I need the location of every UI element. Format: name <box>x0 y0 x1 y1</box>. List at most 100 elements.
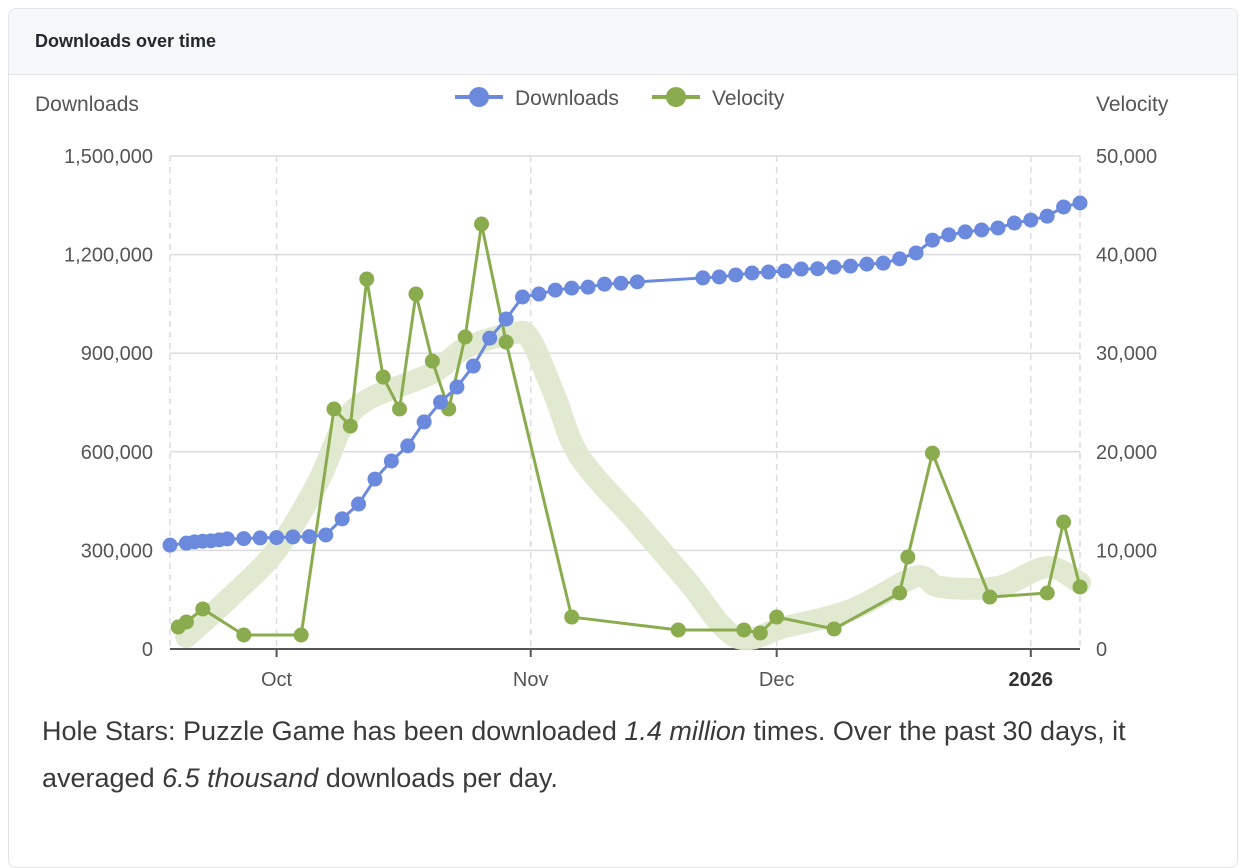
velocity-point <box>1072 579 1088 595</box>
downloads-point <box>498 311 514 327</box>
legend-velocity-label: Velocity <box>712 87 785 110</box>
downloads-point <box>301 529 317 545</box>
downloads-point <box>318 527 334 543</box>
card-header: Downloads over time <box>9 9 1237 75</box>
downloads-point <box>826 259 842 275</box>
velocity-point <box>1056 514 1072 530</box>
velocity-point <box>195 601 211 617</box>
summary-caption: Hole Stars: Puzzle Game has been downloa… <box>42 708 1222 802</box>
velocity-point <box>326 401 342 417</box>
downloads-point <box>449 379 465 395</box>
y-axis-title: Downloads <box>35 93 139 116</box>
downloads-point <box>252 530 268 546</box>
downloads-point <box>728 267 744 283</box>
y2-tick-label: 10,000 <box>1096 540 1157 562</box>
velocity-point <box>178 614 194 630</box>
velocity-point <box>900 549 916 565</box>
downloads-point <box>351 496 367 512</box>
downloads-point <box>695 270 711 286</box>
velocity-point <box>752 625 768 641</box>
y2-tick-label: 20,000 <box>1096 442 1157 464</box>
velocity-point <box>293 627 309 643</box>
velocity-point <box>392 401 408 417</box>
downloads-point <box>842 258 858 274</box>
y2-tick-label: 30,000 <box>1096 343 1157 365</box>
velocity-trend-band <box>175 320 1091 651</box>
downloads-point <box>711 269 727 285</box>
velocity-point <box>457 329 473 345</box>
downloads-point <box>285 529 301 545</box>
legend-downloads-marker <box>469 87 489 107</box>
legend-velocity-marker <box>666 87 686 107</box>
downloads-point <box>957 224 973 240</box>
card-title: Downloads over time <box>35 31 217 51</box>
downloads-point <box>482 330 498 346</box>
downloads-point <box>974 222 990 238</box>
downloads-point <box>924 232 940 248</box>
downloads-point <box>236 531 252 547</box>
downloads-point <box>597 276 613 292</box>
downloads-point <box>1056 199 1072 215</box>
downloads-point <box>547 282 563 298</box>
downloads-point <box>515 289 531 305</box>
downloads-point <box>793 261 809 277</box>
velocity-point <box>924 445 940 461</box>
downloads-point <box>400 438 416 454</box>
velocity-point <box>408 286 424 302</box>
x-tick-label: Nov <box>513 669 549 691</box>
downloads-point <box>810 261 826 277</box>
downloads-point <box>777 263 793 279</box>
velocity-point <box>474 216 490 232</box>
velocity-point <box>1039 585 1055 601</box>
y2-tick-label: 40,000 <box>1096 245 1157 267</box>
caption-text-2: times. Over the past 30 days, it average… <box>42 716 1126 793</box>
legend-downloads-label: Downloads <box>515 87 619 110</box>
velocity-point <box>736 622 752 638</box>
downloads-point <box>416 414 432 430</box>
x-tick-label: Oct <box>261 669 293 691</box>
downloads-point <box>433 394 449 410</box>
velocity-point <box>826 621 842 637</box>
downloads-point <box>990 220 1006 236</box>
caption-text-3: downloads per day. <box>318 763 558 793</box>
downloads-point <box>367 471 383 487</box>
downloads-point <box>1039 208 1055 224</box>
downloads-point <box>162 537 178 553</box>
downloads-point <box>334 511 350 527</box>
velocity-point <box>982 589 998 605</box>
y2-axis-title: Velocity <box>1096 93 1169 116</box>
downloads-point <box>1023 212 1039 228</box>
velocity-point <box>424 353 440 369</box>
downloads-point <box>465 358 481 374</box>
downloads-point <box>629 274 645 290</box>
caption-average: 6.5 thousand <box>162 763 319 793</box>
downloads-point <box>859 256 875 272</box>
downloads-point <box>1072 195 1088 211</box>
downloads-point <box>908 245 924 261</box>
velocity-point <box>564 609 580 625</box>
downloads-point <box>383 453 399 469</box>
downloads-point <box>875 255 891 271</box>
downloads-point <box>613 275 629 291</box>
velocity-point <box>375 369 391 385</box>
downloads-point <box>1006 215 1022 231</box>
x-tick-label: Dec <box>759 669 795 691</box>
velocity-point <box>769 609 785 625</box>
downloads-point <box>760 264 776 280</box>
velocity-point <box>342 418 358 434</box>
velocity-point <box>236 627 252 643</box>
y-tick-label: 1,200,000 <box>64 245 153 267</box>
caption-total: 1.4 million <box>624 716 746 746</box>
y-tick-label: 900,000 <box>81 343 153 365</box>
velocity-line <box>177 223 1082 637</box>
y-tick-label: 300,000 <box>81 540 153 562</box>
caption-text-1: Hole Stars: Puzzle Game has been downloa… <box>42 716 625 746</box>
y2-tick-label: 0 <box>1096 639 1107 661</box>
downloads-point <box>580 279 596 295</box>
velocity-point <box>359 271 375 287</box>
y-tick-label: 1,500,000 <box>64 146 153 168</box>
downloads-point <box>892 251 908 267</box>
downloads-point <box>269 530 285 546</box>
velocity-point <box>498 334 514 350</box>
downloads-point <box>744 265 760 281</box>
